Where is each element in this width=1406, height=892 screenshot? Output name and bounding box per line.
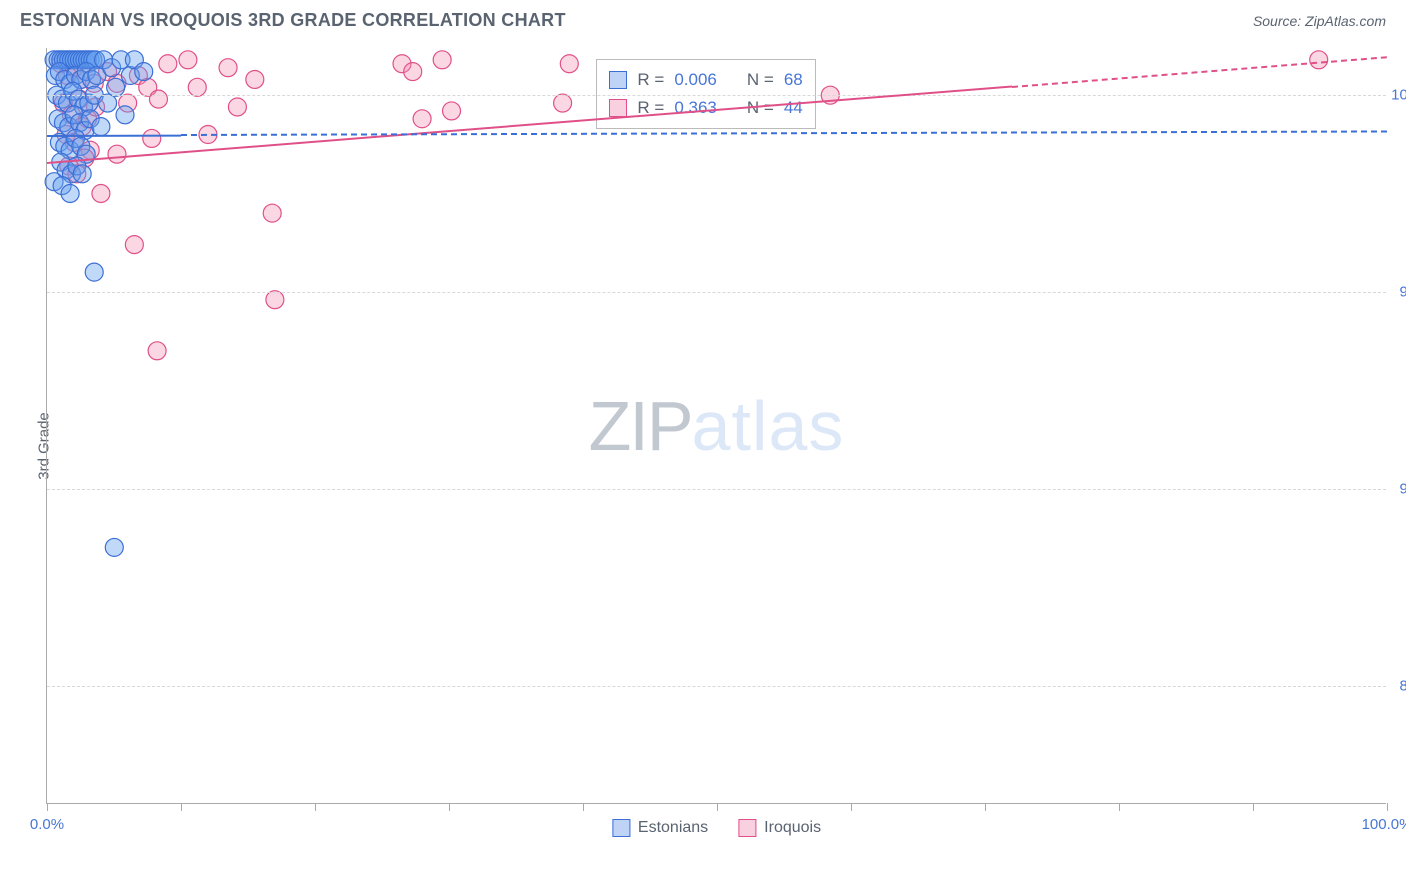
xtick	[449, 803, 450, 811]
chart-title: ESTONIAN VS IROQUOIS 3RD GRADE CORRELATI…	[20, 10, 566, 31]
swatch-blue-icon	[612, 819, 630, 837]
xtick	[1387, 803, 1388, 811]
legend-label: Estonians	[638, 819, 708, 837]
xtick	[717, 803, 718, 811]
data-point	[560, 55, 578, 73]
data-point	[1310, 51, 1328, 69]
data-point	[433, 51, 451, 69]
stats-r-value: 0.006	[674, 66, 717, 94]
xtick	[315, 803, 316, 811]
data-point	[228, 98, 246, 116]
data-point	[125, 236, 143, 254]
data-point	[246, 70, 264, 88]
data-point	[135, 63, 153, 81]
data-point	[263, 204, 281, 222]
data-point	[116, 106, 134, 124]
xtick	[985, 803, 986, 811]
data-point	[92, 185, 110, 203]
data-point	[73, 165, 91, 183]
data-point	[149, 90, 167, 108]
stats-n-value: 44	[784, 94, 803, 122]
scatter-plot: ZIPatlas R = 0.006 N = 68 R = 0.363 N = …	[46, 48, 1386, 804]
xtick	[47, 803, 48, 811]
ytick-label: 95.0%	[1399, 284, 1406, 301]
legend-item-estonians: Estonians	[612, 819, 708, 837]
legend: Estonians Iroquois	[612, 819, 821, 837]
xtick	[583, 803, 584, 811]
swatch-blue-icon	[609, 71, 627, 89]
gridline	[47, 686, 1386, 687]
ytick-label: 90.0%	[1399, 481, 1406, 498]
stats-row-estonians: R = 0.006 N = 68	[609, 66, 802, 94]
data-point	[554, 94, 572, 112]
stats-n-value: 68	[784, 66, 803, 94]
stats-n-label: N =	[747, 94, 774, 122]
data-point	[61, 185, 79, 203]
scatter-points-layer	[47, 48, 1386, 803]
trend-line	[47, 134, 181, 136]
ytick-label: 85.0%	[1399, 677, 1406, 694]
data-point	[219, 59, 237, 77]
ytick-label: 100.0%	[1391, 87, 1406, 104]
data-point	[148, 342, 166, 360]
gridline	[47, 489, 1386, 490]
gridline	[47, 95, 1386, 96]
data-point	[108, 145, 126, 163]
xtick	[1119, 803, 1120, 811]
swatch-pink-icon	[609, 99, 627, 117]
gridline	[47, 292, 1386, 293]
data-point	[266, 291, 284, 309]
data-point	[99, 94, 117, 112]
stats-r-label: R =	[637, 94, 664, 122]
data-point	[404, 63, 422, 81]
data-point	[413, 110, 431, 128]
swatch-pink-icon	[738, 819, 756, 837]
stats-n-label: N =	[747, 66, 774, 94]
data-point	[443, 102, 461, 120]
legend-label: Iroquois	[764, 819, 821, 837]
data-point	[92, 118, 110, 136]
source-credit: Source: ZipAtlas.com	[1253, 13, 1386, 29]
legend-item-iroquois: Iroquois	[738, 819, 821, 837]
data-point	[105, 538, 123, 556]
stats-r-label: R =	[637, 66, 664, 94]
xtick	[1253, 803, 1254, 811]
data-point	[143, 129, 161, 147]
xtick-label: 100.0%	[1362, 816, 1406, 833]
xtick	[851, 803, 852, 811]
data-point	[188, 78, 206, 96]
data-point	[107, 78, 125, 96]
data-point	[85, 263, 103, 281]
xtick-label: 0.0%	[30, 816, 64, 833]
data-point	[159, 55, 177, 73]
stats-row-iroquois: R = 0.363 N = 44	[609, 94, 802, 122]
data-point	[179, 51, 197, 69]
xtick	[181, 803, 182, 811]
